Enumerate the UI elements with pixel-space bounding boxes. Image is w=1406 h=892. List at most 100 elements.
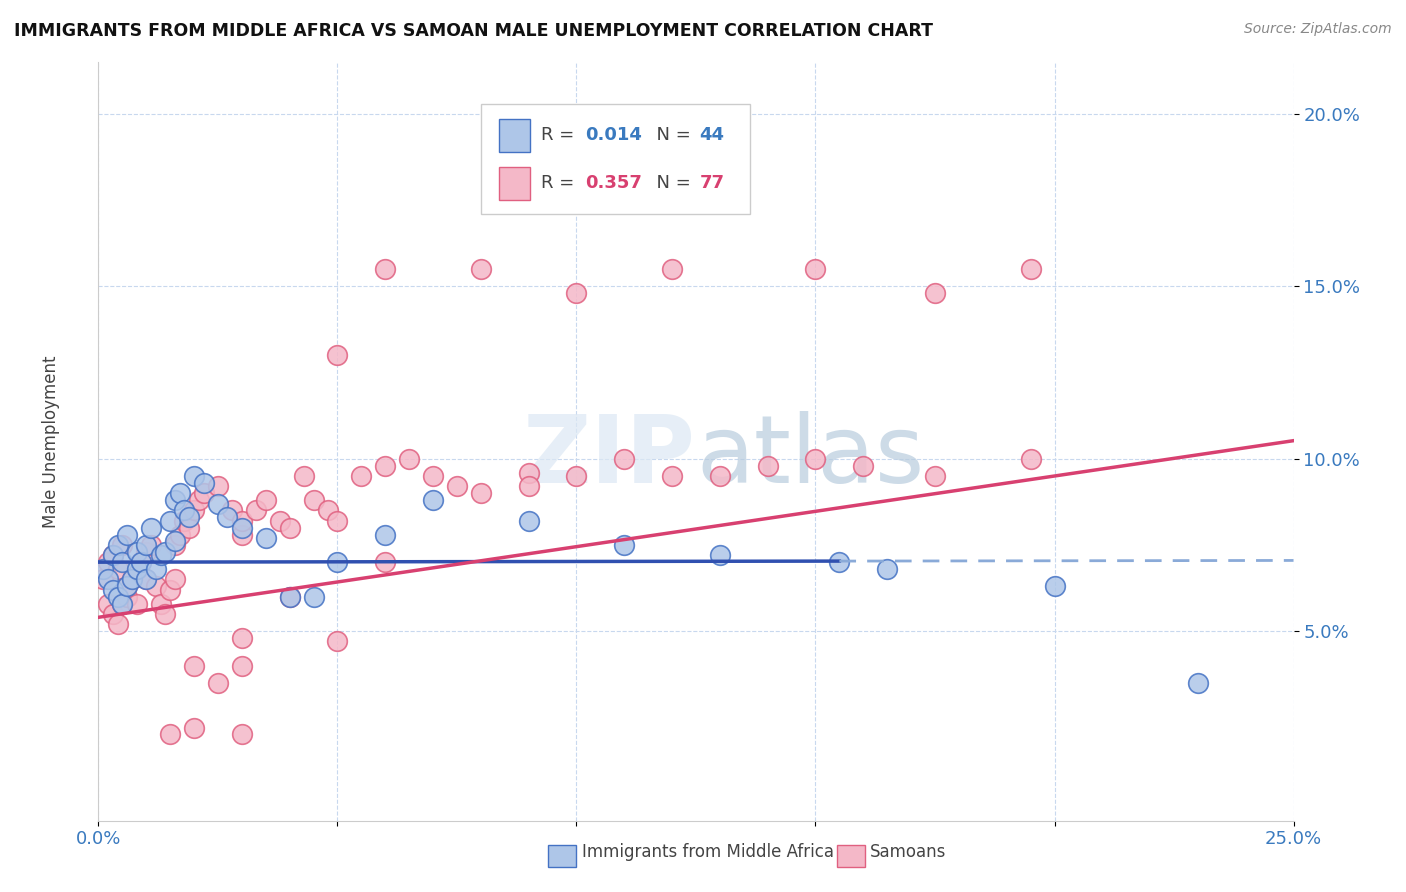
Point bbox=[115, 579, 138, 593]
Point bbox=[1187, 675, 1209, 690]
Point bbox=[135, 573, 157, 587]
Point bbox=[207, 479, 229, 493]
Point bbox=[565, 286, 588, 301]
Point bbox=[101, 607, 124, 621]
Point bbox=[107, 617, 129, 632]
Point bbox=[1043, 579, 1066, 593]
Point bbox=[374, 262, 396, 277]
Point bbox=[804, 451, 827, 466]
Point bbox=[517, 479, 540, 493]
Point bbox=[135, 545, 157, 559]
Point bbox=[111, 597, 134, 611]
Point bbox=[149, 548, 172, 563]
Point bbox=[193, 486, 215, 500]
Point bbox=[159, 727, 181, 741]
Point bbox=[374, 527, 396, 541]
Point bbox=[278, 521, 301, 535]
Point bbox=[422, 469, 444, 483]
Point bbox=[101, 582, 124, 597]
Point bbox=[159, 582, 181, 597]
Point bbox=[254, 531, 277, 545]
Point bbox=[207, 675, 229, 690]
Point bbox=[111, 538, 134, 552]
Point bbox=[374, 555, 396, 569]
Text: R =: R = bbox=[541, 127, 579, 145]
Point bbox=[97, 597, 120, 611]
Point bbox=[709, 548, 731, 563]
Point bbox=[231, 658, 253, 673]
Point bbox=[97, 573, 120, 587]
Point bbox=[179, 521, 201, 535]
FancyBboxPatch shape bbox=[499, 119, 530, 152]
Text: Source: ZipAtlas.com: Source: ZipAtlas.com bbox=[1244, 22, 1392, 37]
Point bbox=[207, 497, 229, 511]
Text: R =: R = bbox=[541, 174, 579, 193]
Point bbox=[326, 348, 349, 362]
Point bbox=[149, 597, 172, 611]
Point bbox=[121, 573, 143, 587]
Point bbox=[924, 286, 946, 301]
Point bbox=[278, 590, 301, 604]
Point bbox=[924, 469, 946, 483]
Text: Male Unemployment: Male Unemployment bbox=[42, 355, 59, 528]
Point bbox=[193, 475, 215, 490]
Point bbox=[183, 469, 205, 483]
Point bbox=[756, 458, 779, 473]
Point bbox=[131, 555, 153, 569]
Point bbox=[169, 527, 191, 541]
Point bbox=[269, 514, 291, 528]
Point bbox=[661, 469, 683, 483]
Point bbox=[187, 493, 209, 508]
Point bbox=[470, 262, 492, 277]
Point bbox=[125, 597, 148, 611]
Point bbox=[163, 538, 186, 552]
Text: Samoans: Samoans bbox=[870, 843, 946, 861]
Text: N =: N = bbox=[644, 127, 696, 145]
Point bbox=[125, 562, 148, 576]
Point bbox=[326, 555, 349, 569]
Point bbox=[183, 721, 205, 735]
Point bbox=[145, 579, 167, 593]
Point bbox=[350, 469, 373, 483]
Point bbox=[91, 573, 114, 587]
Point bbox=[125, 545, 148, 559]
Point bbox=[97, 555, 120, 569]
Point bbox=[302, 590, 325, 604]
Point bbox=[183, 503, 205, 517]
Point bbox=[169, 486, 191, 500]
Point bbox=[1019, 262, 1042, 277]
Point bbox=[115, 590, 138, 604]
Point bbox=[91, 562, 114, 576]
Point bbox=[125, 562, 148, 576]
Point bbox=[101, 548, 124, 563]
Point bbox=[828, 555, 851, 569]
Point bbox=[316, 503, 339, 517]
Point bbox=[374, 458, 396, 473]
Point bbox=[115, 527, 138, 541]
Point bbox=[231, 521, 253, 535]
Text: 0.357: 0.357 bbox=[585, 174, 641, 193]
Point bbox=[613, 451, 636, 466]
Point bbox=[107, 562, 129, 576]
Text: 77: 77 bbox=[700, 174, 724, 193]
Point bbox=[163, 573, 186, 587]
Point bbox=[231, 514, 253, 528]
Point bbox=[139, 521, 162, 535]
Point bbox=[565, 469, 588, 483]
Point bbox=[163, 493, 186, 508]
Point bbox=[159, 514, 181, 528]
Point bbox=[173, 503, 195, 517]
Point bbox=[446, 479, 468, 493]
Point bbox=[613, 538, 636, 552]
Point bbox=[852, 458, 875, 473]
Point bbox=[139, 538, 162, 552]
Point bbox=[302, 493, 325, 508]
Point bbox=[517, 466, 540, 480]
Point bbox=[145, 562, 167, 576]
Point bbox=[804, 262, 827, 277]
Point bbox=[231, 727, 253, 741]
Point bbox=[278, 590, 301, 604]
Point bbox=[183, 658, 205, 673]
Point bbox=[254, 493, 277, 508]
Point bbox=[135, 538, 157, 552]
